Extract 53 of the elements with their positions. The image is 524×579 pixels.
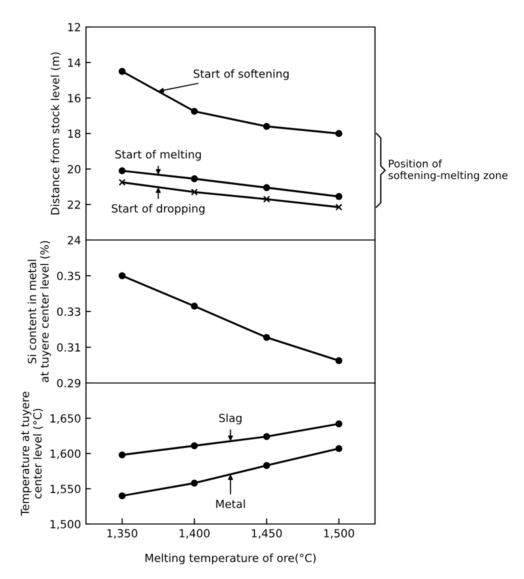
point: [118, 272, 126, 280]
y-tick-label: 20: [68, 164, 80, 174]
text: Position of softening-melting zone: [388, 159, 508, 182]
point: [263, 184, 270, 192]
point: [190, 480, 198, 487]
x-tick-label: 1,500: [324, 529, 354, 539]
point: [190, 108, 198, 115]
y-tick-label: 0.33: [57, 307, 80, 316]
point: [335, 193, 342, 200]
point: [263, 433, 270, 440]
y-tick-label: 14: [68, 58, 81, 67]
point: [118, 451, 126, 458]
y-tick-label: 12: [68, 22, 80, 32]
y-tick-label: 22: [68, 200, 80, 209]
y-tick-label: 1,600: [50, 449, 80, 460]
x-tick-label: 1,450: [252, 529, 282, 539]
legend-label: Metal: [216, 499, 245, 508]
y-axis-title: Temperature at tuyere center level (°C): [20, 392, 43, 516]
y-tick-label: 24: [68, 236, 81, 244]
point: [118, 167, 126, 174]
x-tick-label: 1,350: [107, 529, 138, 539]
x-axis-title: Melting temperature of ore(°C): [146, 554, 316, 564]
legend-label: Start of dropping: [112, 204, 204, 215]
y-axis-title: Distance from stock level (m): [50, 52, 61, 214]
point: [190, 302, 198, 310]
point: [118, 492, 126, 500]
series-label: Slag: [219, 414, 242, 424]
y-tick-label: 1,550: [50, 484, 80, 494]
text: Start of softening: [194, 69, 289, 80]
x-tick-label: 1,400: [180, 529, 210, 539]
y-tick-label: 16: [68, 94, 80, 102]
y-tick-label: 1,650: [50, 414, 80, 424]
y-tick-label: 0.31: [57, 343, 80, 352]
point: [190, 188, 198, 196]
point: [118, 178, 126, 186]
y-tick-label: 1,500: [50, 520, 80, 530]
point: [335, 445, 342, 452]
y-tick-label: 0.29: [57, 378, 80, 388]
point: [190, 175, 198, 182]
point: [335, 204, 342, 211]
y-tick-label: 18: [68, 129, 80, 138]
point: [118, 68, 126, 75]
point: [263, 196, 270, 203]
series-label: Start of melting: [115, 150, 201, 161]
point: [335, 130, 342, 137]
point: [335, 357, 342, 364]
y-axis-title: Si content in metal at tuyere center level (%): [28, 241, 51, 382]
point: [263, 122, 270, 130]
point: [335, 420, 342, 428]
point: [263, 462, 270, 469]
point: [190, 442, 198, 450]
point: [263, 334, 270, 341]
y-tick-label: 0.35: [57, 272, 80, 280]
